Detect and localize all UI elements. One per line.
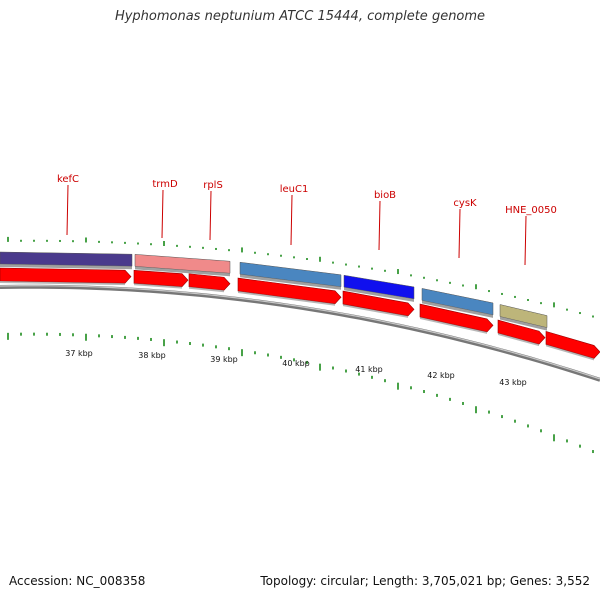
gene-label-biob: bioB [374,190,396,201]
gene-label-leader [524,215,527,266]
accession-text: Accession: NC_008358 [9,574,146,588]
cog-bar-shadow [422,300,493,318]
gene-label-leader [458,208,461,259]
arrow-shadow [498,333,539,347]
arrow-shadow [0,281,125,286]
forward-gene-arrow [497,319,546,345]
forward-gene-arrow [342,290,415,317]
genome-summary-text: Topology: circular; Length: 3,705,021 bp… [260,574,590,588]
cog-bar-shadow [240,274,341,290]
arrow-shadow [546,344,594,361]
forward-gene-arrow [188,273,231,291]
gene-label-hne_0050: HNE_0050 [505,205,557,216]
cog-bar-shadow [500,316,547,331]
gene-label-rpls: rplS [203,180,223,191]
gene-label-cysk: cysK [453,198,477,209]
tick-row-top [7,236,594,318]
cog-bar-shadow [0,264,132,270]
forward-gene-arrow [133,269,189,287]
kbp-label: 40 kbp [282,359,310,368]
forward-strand-genes [0,267,600,361]
gene-label-kefc: kefC [57,174,79,185]
forward-gene-arrow [419,303,494,333]
kbp-labels: 37 kbp 38 kbp 39 kbp 40 kbp 41 kbp 42 kbp 43 k… [65,349,527,387]
arrow-shadow [189,286,224,293]
gene-label-leader [66,184,69,236]
kbp-label: 37 kbp [65,349,93,358]
kbp-label: 43 kbp [499,378,527,387]
arrow-shadow [238,291,335,306]
cog-bar-shadow [344,287,414,302]
backbone-line [0,284,600,382]
kbp-label: 42 kbp [427,371,455,380]
arrow-shadow [134,283,182,289]
gene-labels: kefC trmD rplS leuC1 bioB cysK HNE_0050 [57,174,557,266]
forward-gene-arrow [237,277,342,305]
cog-category-bars [0,251,548,331]
forward-gene-arrow [0,267,132,284]
backbone-highlight [0,285,600,380]
gene-label-trmd: trmD [152,179,178,190]
forward-gene-arrow [545,330,600,359]
kbp-label: 39 kbp [210,355,238,364]
kbp-label: 38 kbp [138,351,166,360]
arrow-shadow [343,304,408,318]
kbp-label: 41 kbp [355,365,383,374]
gene-label-leuc1: leuC1 [280,184,309,195]
gene-label-leader [209,190,212,241]
gene-label-leader [378,200,381,251]
gene-label-leader [290,194,293,246]
genome-backbone [0,284,600,382]
cog-bar-shadow [135,266,230,277]
tick-row-bottom [7,332,594,454]
gene-label-leader [161,189,164,239]
arrow-shadow [420,317,487,334]
cog-bar-kefc [0,251,133,267]
map-title: Hyphomonas neptunium ATCC 15444, complet… [114,9,486,24]
